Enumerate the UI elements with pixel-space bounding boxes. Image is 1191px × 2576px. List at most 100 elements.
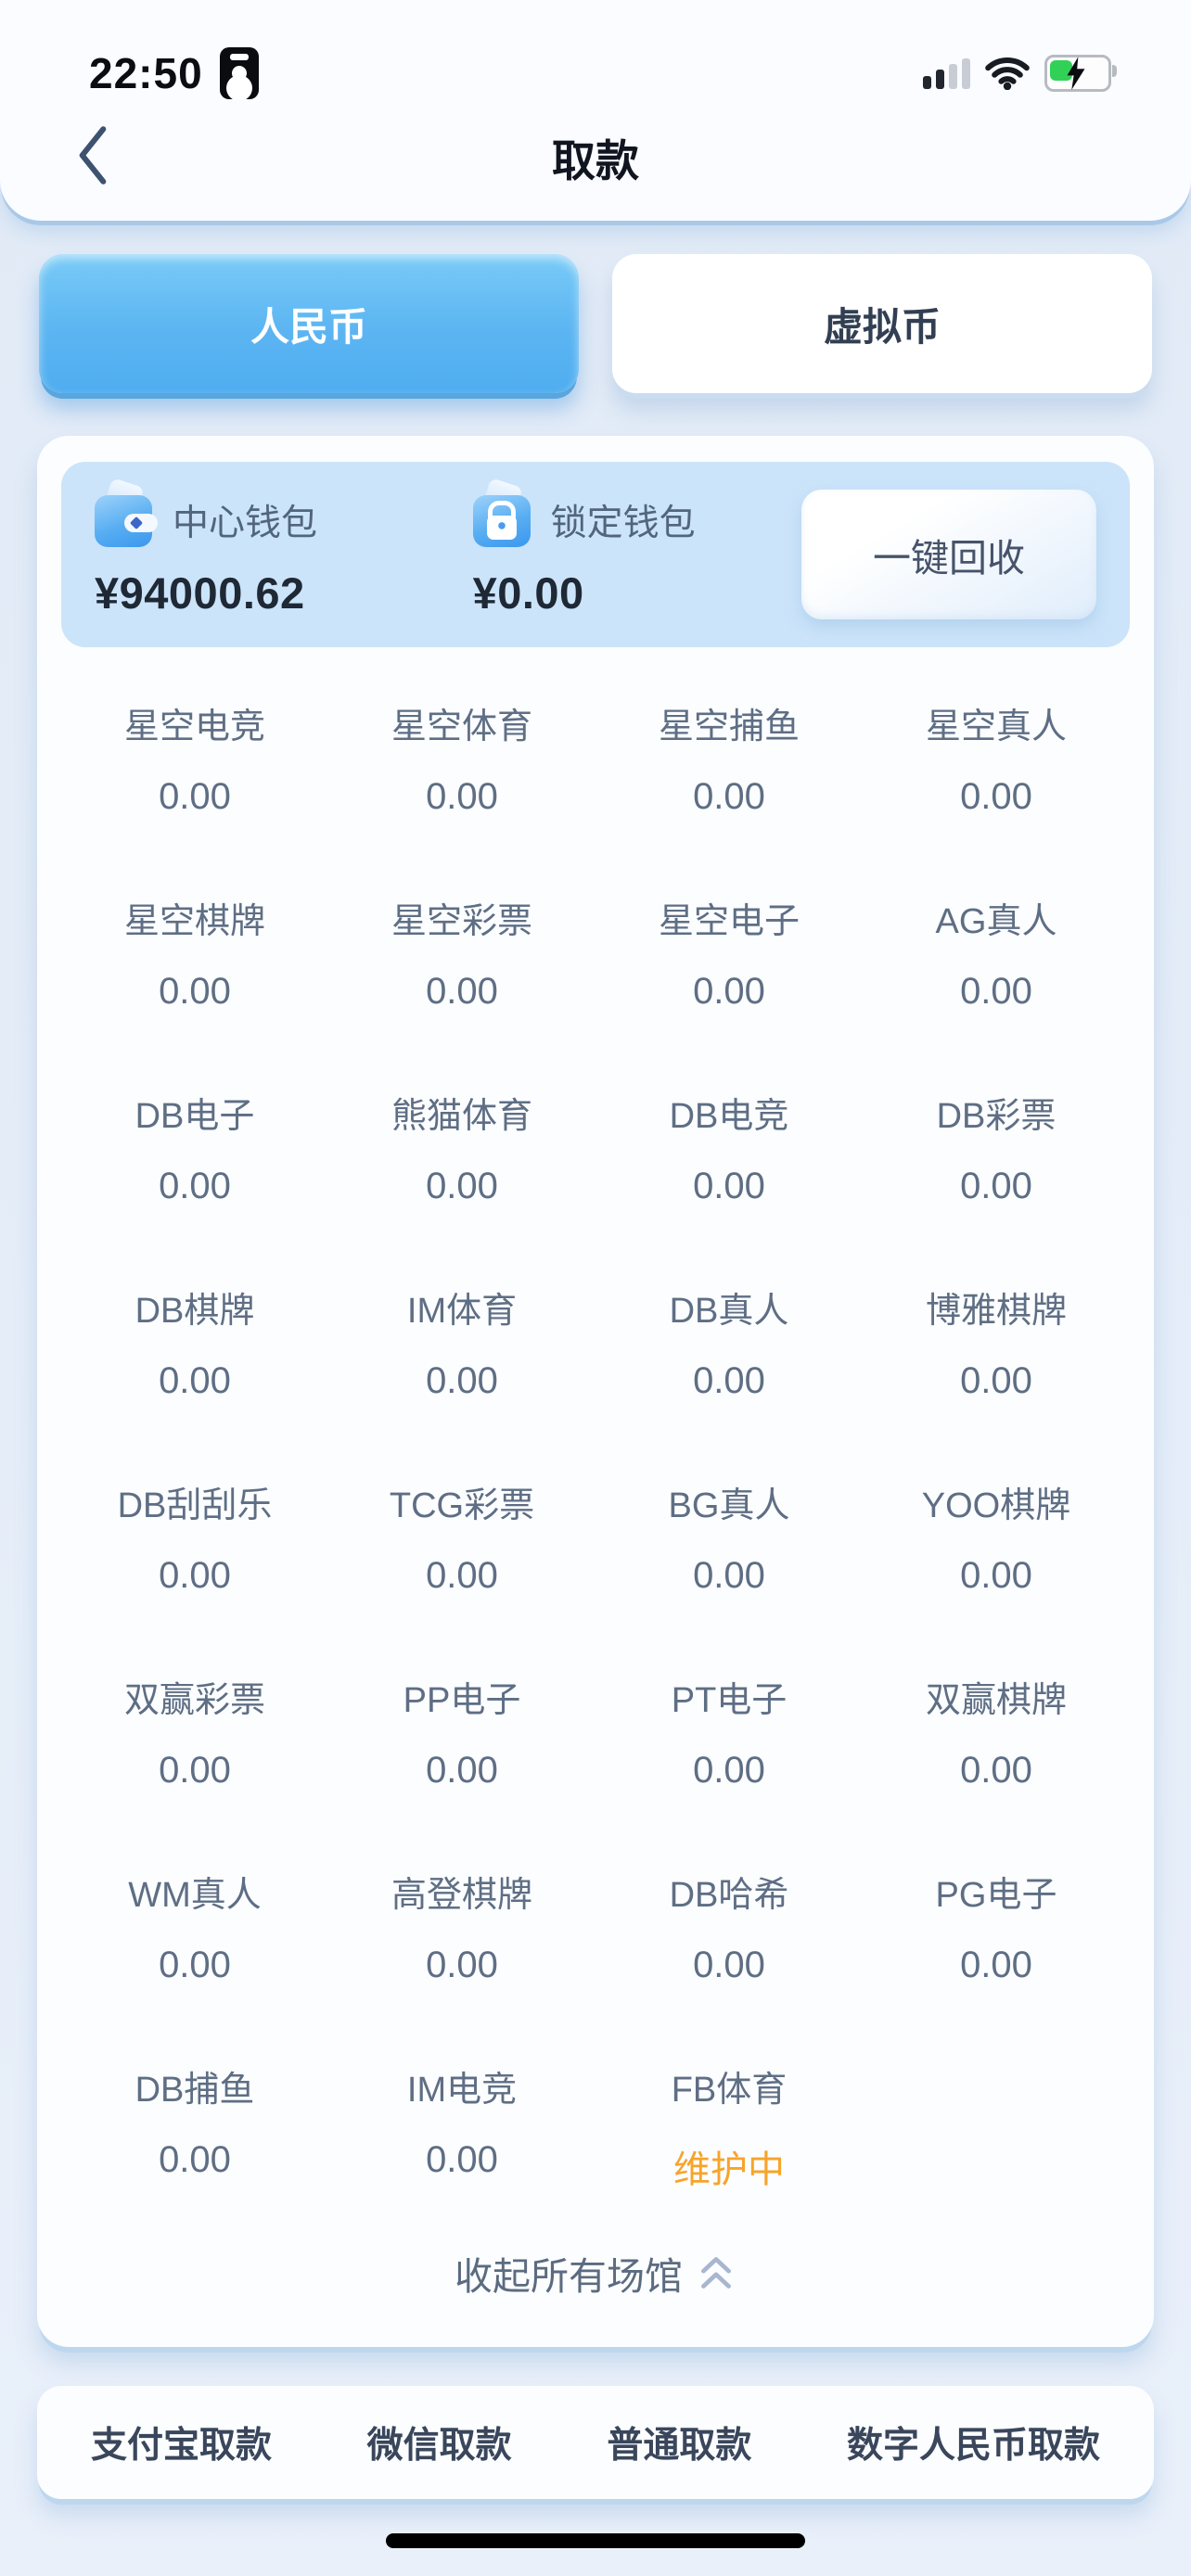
venue-cell: WM真人 0.00	[61, 1827, 328, 2021]
withdraw-method-button[interactable]: 普通取款	[603, 2407, 755, 2478]
venue-name: DB捕鱼	[134, 2071, 255, 2110]
venue-balance: 0.00	[960, 971, 1032, 1012]
venue-balance: 0.00	[960, 1360, 1032, 1401]
venue-balance: 0.00	[159, 776, 231, 817]
venue-balance: 0.00	[159, 1750, 231, 1791]
venue-balance: 0.00	[693, 1555, 765, 1596]
venue-balance: 0.00	[960, 1555, 1032, 1596]
withdraw-methods-bar: 支付宝取款 微信取款 普通取款 数字人民币取款	[37, 2386, 1154, 2499]
battery-charging-icon	[1044, 55, 1117, 92]
venue-name: 双赢棋牌	[925, 1681, 1067, 1720]
back-button[interactable]	[65, 117, 121, 198]
venue-balances-grid: 星空电竞 0.00 星空体育 0.00 星空捕鱼 0.00 星空真人 0.00	[61, 647, 1130, 2228]
venue-cell: 熊猫体育 0.00	[328, 1048, 596, 1243]
venue-name: PG电子	[935, 1876, 1057, 1915]
venue-cell: BG真人 0.00	[596, 1437, 863, 1632]
venue-name: DB电子	[134, 1097, 255, 1136]
venue-name: PT电子	[671, 1681, 788, 1720]
venue-cell: FB体育 维护中	[596, 2021, 863, 2228]
venue-name: 双赢彩票	[123, 1681, 265, 1720]
status-left: 22:50	[89, 47, 259, 99]
venue-cell: IM体育 0.00	[328, 1243, 596, 1437]
venue-balance: 0.00	[159, 1360, 231, 1401]
currency-tabs: 人民币 虚拟币	[39, 254, 1152, 393]
venue-name: DB棋牌	[134, 1292, 255, 1331]
venue-cell: DB捕鱼 0.00	[61, 2021, 328, 2228]
venue-balance: 0.00	[426, 2139, 498, 2180]
venue-balance: 0.00	[960, 1945, 1032, 1985]
tab-crypto[interactable]: 虚拟币	[612, 254, 1152, 393]
wallet-icon	[95, 491, 158, 549]
wallet-summary: 中心钱包 ¥94000.62 锁定钱包 ¥0.00 一键回收	[61, 462, 1130, 647]
venue-name: 星空捕鱼	[658, 708, 800, 746]
venue-cell: 星空棋牌 0.00	[61, 853, 328, 1048]
locked-wallet: 锁定钱包 ¥0.00	[472, 491, 801, 618]
venue-balance: 0.00	[960, 776, 1032, 817]
venue-balance: 0.00	[693, 1750, 765, 1791]
venue-name: DB彩票	[936, 1097, 1057, 1136]
venue-cell: 高登棋牌 0.00	[328, 1827, 596, 2021]
venue-balance: 0.00	[693, 1945, 765, 1985]
venue-balance: 0.00	[426, 776, 498, 817]
venue-balance: 0.00	[960, 1750, 1032, 1791]
sim-badge-icon	[219, 47, 259, 99]
center-wallet: 中心钱包 ¥94000.62	[95, 491, 473, 618]
withdraw-method-button[interactable]: 数字人民币取款	[843, 2407, 1104, 2478]
home-indicator[interactable]	[386, 2533, 805, 2548]
venue-cell: PP电子 0.00	[328, 1632, 596, 1827]
venue-cell: 双赢彩票 0.00	[61, 1632, 328, 1827]
venue-balance: 0.00	[159, 971, 231, 1012]
venue-balance: 0.00	[693, 971, 765, 1012]
clock: 22:50	[89, 49, 203, 97]
venue-cell: YOO棋牌 0.00	[863, 1437, 1130, 1632]
venue-cell: 星空电竞 0.00	[61, 658, 328, 853]
venue-cell: DB电竞 0.00	[596, 1048, 863, 1243]
venue-balance: 0.00	[159, 1945, 231, 1985]
venue-name: FB体育	[671, 2071, 788, 2110]
venue-cell: TCG彩票 0.00	[328, 1437, 596, 1632]
cellular-signal-icon	[923, 57, 970, 89]
wifi-icon	[985, 57, 1030, 90]
page-title: 取款	[552, 135, 639, 185]
lock-icon	[472, 491, 531, 549]
venue-balance: 0.00	[426, 1945, 498, 1985]
venue-name: 高登棋牌	[391, 1876, 532, 1915]
venue-name: 熊猫体育	[391, 1097, 532, 1136]
venue-name: AG真人	[935, 902, 1057, 941]
withdraw-method-button[interactable]: 微信取款	[364, 2407, 516, 2478]
venue-name: IM电竞	[406, 2071, 518, 2110]
venue-name: BG真人	[668, 1486, 790, 1525]
venue-cell: DB真人 0.00	[596, 1243, 863, 1437]
tab-rmb[interactable]: 人民币	[39, 254, 579, 393]
withdraw-method-button[interactable]: 支付宝取款	[87, 2407, 275, 2478]
venue-name: 博雅棋牌	[925, 1292, 1067, 1331]
venue-cell: AG真人 0.00	[863, 853, 1130, 1048]
venue-balance: 0.00	[693, 1360, 765, 1401]
venue-cell: 星空体育 0.00	[328, 658, 596, 853]
header: 22:50	[0, 0, 1191, 221]
center-wallet-amount: ¥94000.62	[95, 567, 305, 618]
venue-balance: 0.00	[693, 1166, 765, 1206]
balances-card: 中心钱包 ¥94000.62 锁定钱包 ¥0.00 一键回收 星空电竞 0.00	[37, 436, 1154, 2347]
venue-cell: DB电子 0.00	[61, 1048, 328, 1243]
center-wallet-label: 中心钱包	[173, 503, 318, 543]
venue-name: IM体育	[406, 1292, 518, 1331]
venue-name: 星空体育	[391, 708, 532, 746]
venue-name: DB真人	[669, 1292, 789, 1331]
venue-name: 星空真人	[925, 708, 1067, 746]
collapse-venues-button[interactable]: 收起所有场馆	[442, 2232, 749, 2314]
venue-balance: 维护中	[673, 2149, 785, 2190]
venue-name: YOO棋牌	[921, 1486, 1071, 1525]
venue-balance: 0.00	[426, 1555, 498, 1596]
venue-balance: 0.00	[693, 776, 765, 817]
venue-cell: PG电子 0.00	[863, 1827, 1130, 2021]
venue-balance: 0.00	[426, 1750, 498, 1791]
venue-balance: 0.00	[159, 1166, 231, 1206]
venue-name: DB哈希	[669, 1876, 789, 1915]
venue-cell: 星空捕鱼 0.00	[596, 658, 863, 853]
venue-name: 星空彩票	[391, 902, 532, 941]
venue-name: 星空电子	[658, 902, 800, 941]
venue-balance: 0.00	[159, 1555, 231, 1596]
one-key-recycle-button[interactable]: 一键回收	[801, 490, 1096, 619]
venue-name: TCG彩票	[389, 1486, 535, 1525]
